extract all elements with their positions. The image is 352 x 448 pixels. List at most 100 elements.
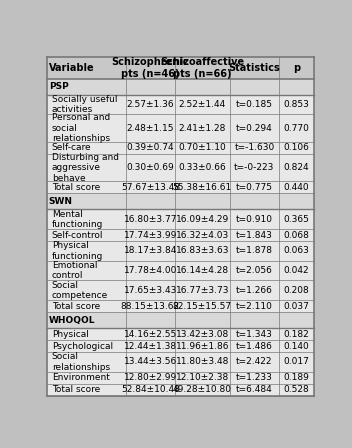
Text: t=1.343: t=1.343 <box>236 330 273 339</box>
Bar <box>47 352 314 372</box>
Text: 0.068: 0.068 <box>283 231 309 240</box>
Text: Disturbing and
aggressive
behave: Disturbing and aggressive behave <box>52 153 119 182</box>
Text: 0.140: 0.140 <box>283 341 309 351</box>
Text: 0.853: 0.853 <box>283 100 309 109</box>
Text: 18.17±3.84: 18.17±3.84 <box>124 246 177 255</box>
Bar <box>47 193 314 209</box>
Text: 0.063: 0.063 <box>283 246 309 255</box>
Text: t=1.843: t=1.843 <box>236 231 273 240</box>
Bar <box>47 181 314 193</box>
Text: 14.16±2.55: 14.16±2.55 <box>124 330 177 339</box>
Text: t=1.233: t=1.233 <box>236 373 273 382</box>
Text: t=1.878: t=1.878 <box>236 246 273 255</box>
Bar <box>47 340 314 352</box>
Text: Physical: Physical <box>52 330 89 339</box>
Text: 88.15±13.62: 88.15±13.62 <box>121 302 180 310</box>
Bar <box>47 383 314 396</box>
Bar <box>47 280 314 300</box>
Text: PSP: PSP <box>49 82 68 91</box>
Text: Self-control: Self-control <box>52 231 103 240</box>
Bar <box>47 114 314 142</box>
Bar <box>47 372 314 383</box>
Text: 0.189: 0.189 <box>283 373 309 382</box>
Text: 0.106: 0.106 <box>283 143 309 152</box>
Text: 12.80±2.99: 12.80±2.99 <box>124 373 177 382</box>
Text: Personal and
social
relationships: Personal and social relationships <box>52 113 110 143</box>
Text: 0.30±0.69: 0.30±0.69 <box>126 163 174 172</box>
Bar <box>47 328 314 340</box>
Text: t=0.775: t=0.775 <box>236 183 273 192</box>
Text: SWN: SWN <box>49 197 73 206</box>
Text: t=1.486: t=1.486 <box>236 341 273 351</box>
Text: 16.77±3.73: 16.77±3.73 <box>176 286 229 295</box>
Text: 0.824: 0.824 <box>284 163 309 172</box>
Bar <box>47 209 314 229</box>
Text: 0.528: 0.528 <box>283 385 309 394</box>
Text: 55.38±16.61: 55.38±16.61 <box>173 183 232 192</box>
Text: 17.74±3.99: 17.74±3.99 <box>124 231 177 240</box>
Bar <box>47 300 314 312</box>
Text: Schizoaffective
pts (n=66): Schizoaffective pts (n=66) <box>160 57 244 78</box>
Text: Total score: Total score <box>52 302 100 310</box>
Text: t=2.056: t=2.056 <box>236 266 273 275</box>
Bar <box>47 312 314 328</box>
Text: 13.42±3.08: 13.42±3.08 <box>176 330 229 339</box>
Text: 11.96±1.86: 11.96±1.86 <box>176 341 229 351</box>
Text: t=1.266: t=1.266 <box>236 286 273 295</box>
Text: t=2.422: t=2.422 <box>236 358 273 366</box>
Text: t=0.185: t=0.185 <box>236 100 273 109</box>
Text: Schizophrenic
pts (n=46): Schizophrenic pts (n=46) <box>112 57 189 78</box>
Bar <box>47 142 314 154</box>
Text: 11.80±3.48: 11.80±3.48 <box>176 358 229 366</box>
Bar <box>47 261 314 280</box>
Bar <box>47 79 314 95</box>
Text: 0.365: 0.365 <box>283 215 309 224</box>
Text: t=2.110: t=2.110 <box>236 302 273 310</box>
Text: p: p <box>293 63 300 73</box>
Text: t=-1.630: t=-1.630 <box>234 143 275 152</box>
Text: 0.770: 0.770 <box>283 124 309 133</box>
Text: 0.208: 0.208 <box>283 286 309 295</box>
Text: 0.037: 0.037 <box>283 302 309 310</box>
Text: 17.65±3.43: 17.65±3.43 <box>124 286 177 295</box>
Text: Physical
functioning: Physical functioning <box>52 241 103 261</box>
Bar <box>47 95 314 114</box>
Text: t=-0-223: t=-0-223 <box>234 163 275 172</box>
Text: Self-care: Self-care <box>52 143 92 152</box>
Text: Variable: Variable <box>49 63 95 73</box>
Text: WHOQOL: WHOQOL <box>49 316 95 325</box>
Text: 16.14±4.28: 16.14±4.28 <box>176 266 229 275</box>
Text: 0.182: 0.182 <box>283 330 309 339</box>
Text: Environment: Environment <box>52 373 109 382</box>
Text: 2.52±1.44: 2.52±1.44 <box>179 100 226 109</box>
Text: 16.32±4.03: 16.32±4.03 <box>176 231 229 240</box>
Text: 0.39±0.74: 0.39±0.74 <box>127 143 174 152</box>
Text: 0.33±0.66: 0.33±0.66 <box>178 163 226 172</box>
Text: Mental
functioning: Mental functioning <box>52 210 103 229</box>
Text: 82.15±15.57: 82.15±15.57 <box>173 302 232 310</box>
Text: 0.70±1.10: 0.70±1.10 <box>178 143 226 152</box>
Text: 49.28±10.80: 49.28±10.80 <box>173 385 232 394</box>
Bar <box>47 229 314 241</box>
Text: Social
relationships: Social relationships <box>52 352 110 371</box>
Text: Emotional
control: Emotional control <box>52 261 97 280</box>
Text: Social
competence: Social competence <box>52 280 108 300</box>
Text: 2.57±1.36: 2.57±1.36 <box>127 100 174 109</box>
Text: Socially useful
activities: Socially useful activities <box>52 95 117 114</box>
Text: t=0.910: t=0.910 <box>236 215 273 224</box>
Text: t=6.484: t=6.484 <box>236 385 273 394</box>
Text: 2.41±1.28: 2.41±1.28 <box>179 124 226 133</box>
Bar <box>47 241 314 261</box>
Text: 2.48±1.15: 2.48±1.15 <box>127 124 174 133</box>
Bar <box>47 57 314 79</box>
Text: 57.67±13.48: 57.67±13.48 <box>121 183 180 192</box>
Text: Psychological: Psychological <box>52 341 113 351</box>
Text: Statistics: Statistics <box>228 63 280 73</box>
Text: Total score: Total score <box>52 385 100 394</box>
Text: 12.10±2.38: 12.10±2.38 <box>176 373 229 382</box>
Text: 13.44±3.56: 13.44±3.56 <box>124 358 177 366</box>
Text: 16.09±4.29: 16.09±4.29 <box>176 215 229 224</box>
Text: 16.83±3.63: 16.83±3.63 <box>176 246 229 255</box>
Text: 0.042: 0.042 <box>284 266 309 275</box>
Text: 52.84±10.48: 52.84±10.48 <box>121 385 180 394</box>
